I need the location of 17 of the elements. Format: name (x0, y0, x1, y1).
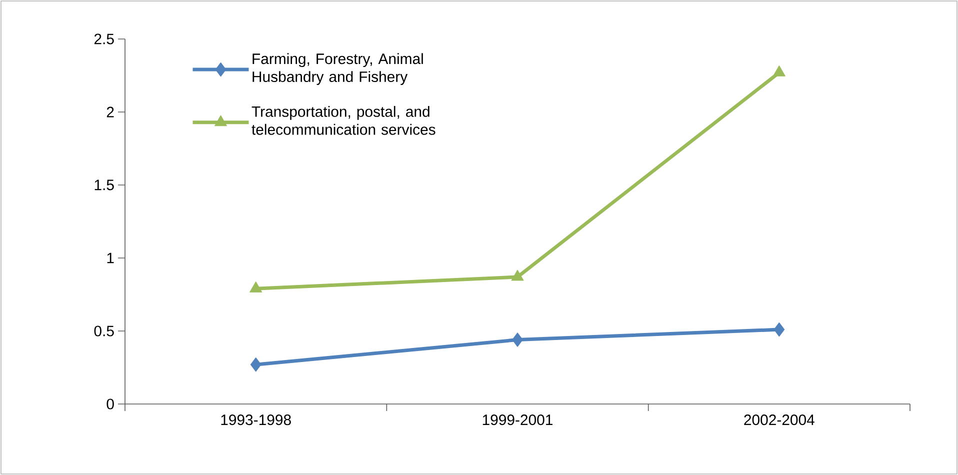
point (772, 65, 786, 76)
legend-label: Farming, Forestry, Animal Husbandry and Fishery (252, 53, 423, 85)
legend-label: Transportation, postal, and telecommunication services (252, 106, 436, 135)
y-tick-label: 1.5 (94, 180, 114, 190)
x-tick-label: 1993-1998 (221, 414, 291, 426)
y-tick-label: 1 (107, 252, 114, 264)
point (774, 322, 785, 337)
y-tick-label: 2.5 (94, 34, 114, 44)
point (511, 270, 524, 281)
point (250, 357, 262, 372)
point (512, 332, 524, 348)
y-tick-label: 2 (106, 106, 114, 118)
x-tick-label: 2002-2004 (744, 414, 814, 426)
x-tick-label: 1999-2001 (482, 414, 552, 426)
point (250, 281, 262, 292)
y-tick-label: 0 (106, 398, 114, 410)
y-tick-label: 0.5 (94, 326, 114, 336)
